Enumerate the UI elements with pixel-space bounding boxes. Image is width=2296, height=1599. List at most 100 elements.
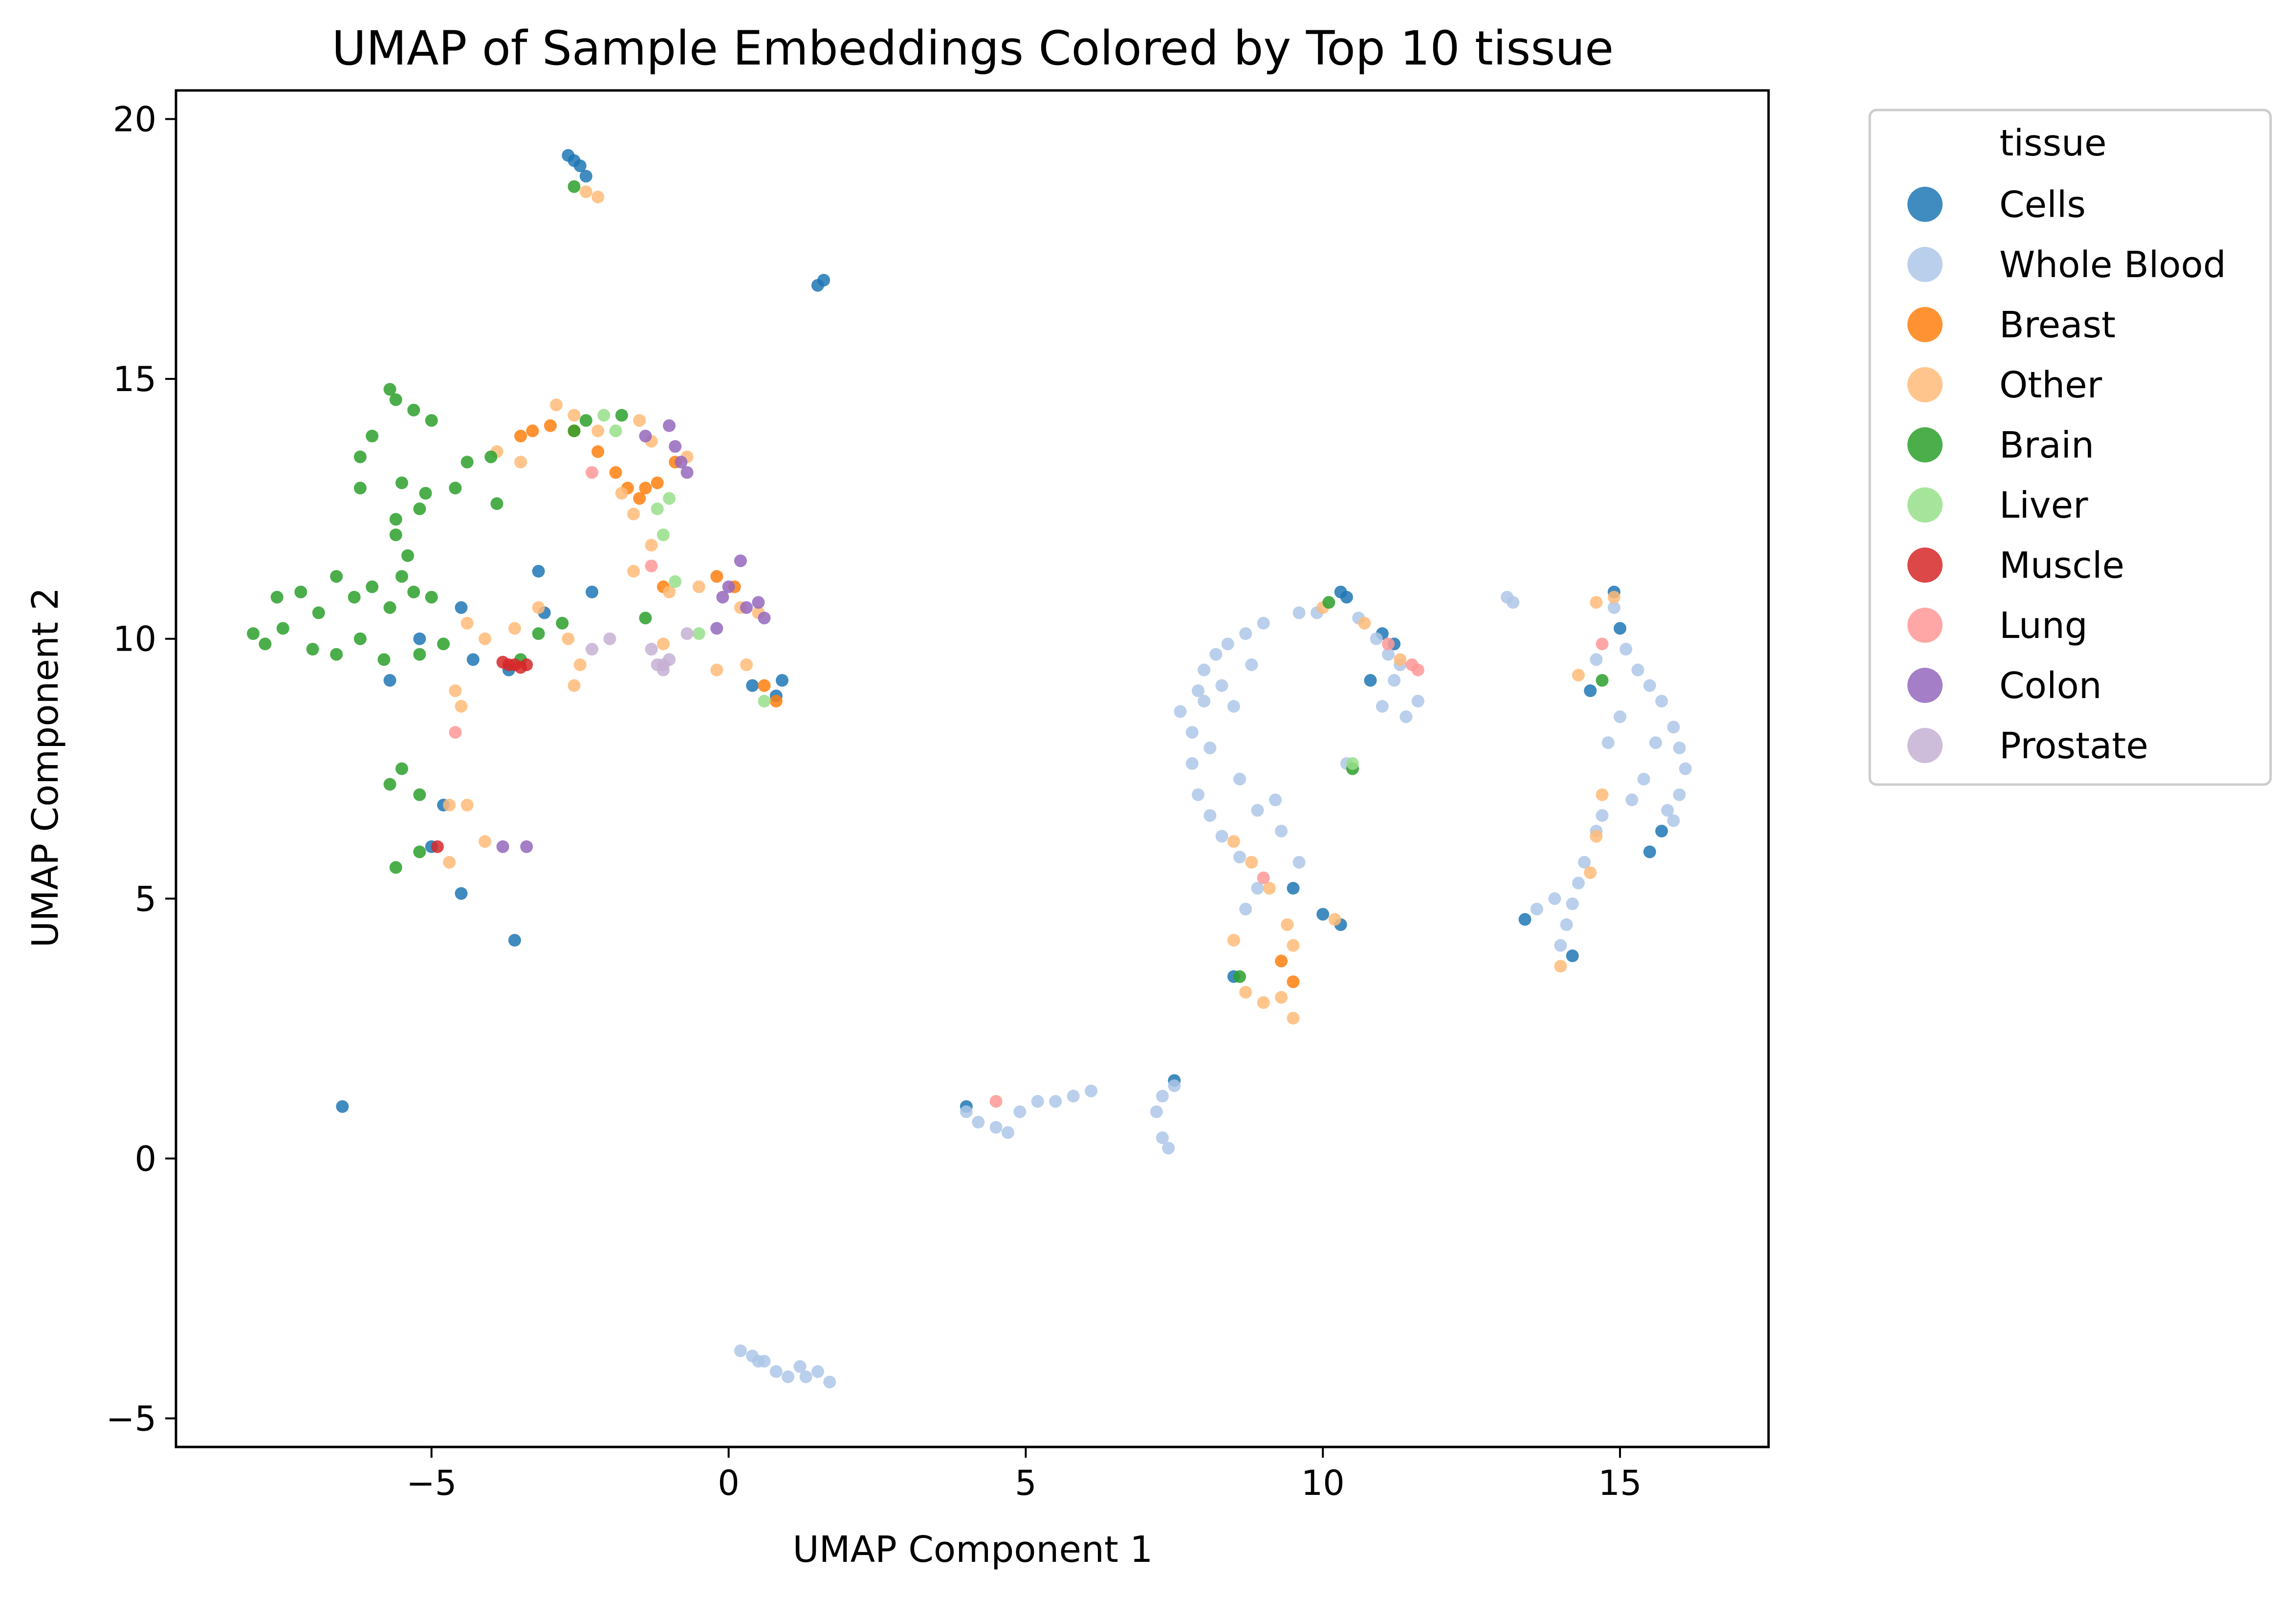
data-point bbox=[740, 658, 753, 671]
legend-marker bbox=[1907, 307, 1943, 342]
data-point bbox=[1376, 700, 1389, 713]
data-point bbox=[1673, 788, 1686, 801]
data-point bbox=[508, 934, 521, 947]
y-tick-label: 15 bbox=[113, 359, 156, 399]
data-point bbox=[1322, 596, 1335, 609]
data-point bbox=[1269, 793, 1282, 807]
data-point bbox=[1631, 663, 1644, 677]
data-point bbox=[1328, 913, 1341, 926]
data-point bbox=[270, 591, 284, 604]
data-point bbox=[1590, 596, 1603, 609]
data-point bbox=[758, 612, 771, 625]
data-point bbox=[1566, 897, 1579, 910]
legend-marker bbox=[1907, 608, 1943, 643]
data-point bbox=[811, 1365, 824, 1378]
data-point bbox=[823, 1376, 836, 1389]
legend-frame bbox=[1868, 109, 2272, 786]
data-point bbox=[669, 440, 682, 453]
legend-label: Lung bbox=[1999, 605, 2088, 647]
x-tick-label: 5 bbox=[1015, 1463, 1037, 1503]
data-point bbox=[514, 430, 527, 442]
data-point bbox=[443, 855, 456, 869]
data-point bbox=[348, 591, 361, 604]
legend-label: Brain bbox=[1999, 424, 2094, 466]
data-point bbox=[609, 424, 622, 438]
data-point bbox=[407, 403, 420, 416]
data-point bbox=[353, 482, 367, 495]
y-axis-label: UMAP Component 2 bbox=[24, 587, 66, 947]
data-point bbox=[1661, 804, 1674, 817]
data-point bbox=[449, 482, 462, 495]
data-point bbox=[1287, 1011, 1300, 1025]
x-tick-label: 10 bbox=[1301, 1463, 1345, 1503]
series-muscle bbox=[431, 656, 533, 853]
data-point bbox=[443, 798, 456, 811]
data-point bbox=[680, 627, 694, 640]
data-point bbox=[1649, 736, 1662, 749]
data-point bbox=[413, 845, 426, 858]
data-point bbox=[1554, 939, 1567, 952]
x-tick-label: −5 bbox=[406, 1463, 457, 1503]
data-point bbox=[1411, 663, 1424, 677]
data-point bbox=[1394, 653, 1407, 666]
series-other bbox=[443, 185, 1620, 1025]
data-point bbox=[1614, 622, 1627, 635]
legend-marker bbox=[1907, 427, 1943, 462]
data-point bbox=[1548, 892, 1561, 905]
data-point bbox=[366, 430, 379, 442]
data-point bbox=[455, 700, 468, 713]
legend-item: Brain bbox=[1907, 424, 2094, 466]
data-point bbox=[656, 658, 670, 671]
series-lung bbox=[449, 466, 1609, 1108]
data-point bbox=[1601, 736, 1615, 749]
data-point bbox=[419, 487, 432, 500]
data-point bbox=[1221, 637, 1234, 651]
data-point bbox=[484, 450, 498, 463]
data-point bbox=[1607, 601, 1620, 614]
data-point bbox=[1292, 606, 1306, 619]
data-point bbox=[568, 679, 581, 692]
data-point bbox=[389, 528, 402, 542]
data-point bbox=[413, 632, 426, 645]
data-point bbox=[591, 424, 605, 438]
data-point bbox=[639, 482, 652, 495]
legend-item: Cells bbox=[1907, 184, 2086, 226]
data-point bbox=[1203, 742, 1217, 754]
data-point bbox=[1518, 913, 1531, 926]
data-point bbox=[1203, 809, 1217, 822]
data-point bbox=[353, 450, 367, 463]
data-point bbox=[651, 476, 664, 489]
data-point bbox=[769, 695, 783, 708]
x-axis-label: UMAP Component 1 bbox=[792, 1529, 1153, 1571]
data-point bbox=[586, 466, 598, 479]
data-point bbox=[1150, 1105, 1163, 1118]
data-point bbox=[782, 1370, 795, 1383]
x-tick-label: 0 bbox=[718, 1463, 740, 1503]
data-point bbox=[1162, 1141, 1175, 1155]
data-point bbox=[793, 1360, 807, 1373]
data-point bbox=[1239, 627, 1252, 640]
data-point bbox=[586, 643, 598, 656]
data-point bbox=[312, 606, 325, 619]
data-point bbox=[568, 409, 581, 422]
data-point bbox=[972, 1116, 985, 1129]
data-point bbox=[496, 840, 509, 853]
data-point bbox=[633, 414, 646, 427]
data-point bbox=[740, 601, 753, 614]
data-point bbox=[1156, 1090, 1169, 1103]
data-point bbox=[627, 565, 640, 578]
data-point bbox=[1245, 855, 1258, 869]
data-point bbox=[758, 695, 771, 708]
data-point bbox=[425, 414, 438, 427]
data-point bbox=[1530, 902, 1543, 916]
data-point bbox=[1198, 695, 1211, 708]
data-point bbox=[1085, 1084, 1098, 1097]
data-point bbox=[1245, 658, 1258, 671]
data-point bbox=[1275, 954, 1288, 967]
data-point bbox=[1578, 855, 1591, 869]
x-tick-label: 15 bbox=[1598, 1463, 1642, 1503]
data-point bbox=[1596, 788, 1609, 801]
data-point bbox=[520, 840, 533, 853]
data-point bbox=[1655, 695, 1668, 708]
legend-item: Liver bbox=[1907, 484, 2088, 526]
